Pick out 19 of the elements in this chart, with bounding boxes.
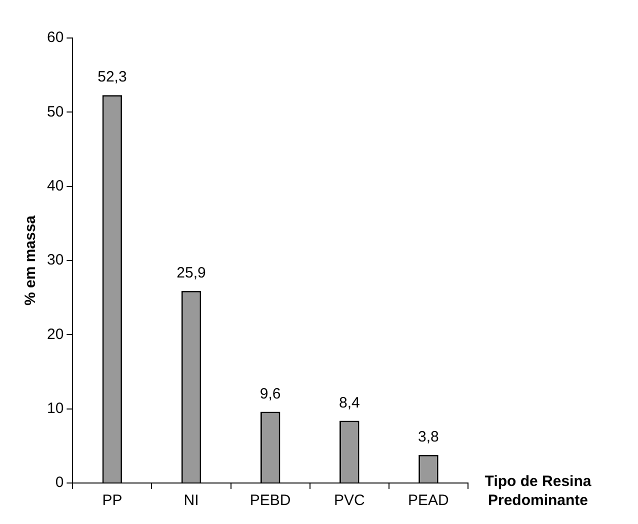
data-label: 52,3 — [98, 68, 127, 86]
x-tick-label: PEAD — [408, 492, 450, 510]
y-tick-label: 40 — [46, 177, 64, 194]
data-label: 3,8 — [418, 428, 439, 446]
x-tick-label: PVC — [334, 492, 365, 510]
x-tick-label: PP — [102, 492, 122, 510]
y-tick-label: 30 — [46, 252, 64, 269]
y-tick-label: 20 — [46, 326, 64, 343]
y-axis-title: % em massa — [22, 214, 40, 306]
y-tick-label: 0 — [55, 474, 64, 492]
x-tick-label: PEBD — [250, 492, 291, 510]
data-label: 25,9 — [176, 264, 206, 282]
y-tick-label: 60 — [46, 29, 64, 46]
y-tick-label: 50 — [46, 103, 64, 120]
data-label: 9,6 — [260, 385, 281, 402]
data-label: 8,4 — [338, 394, 360, 412]
y-tick-label: 10 — [46, 400, 64, 417]
x-axis-title: Tipo de Resina Predominante — [484, 473, 592, 509]
x-tick-label: NI — [184, 492, 199, 510]
